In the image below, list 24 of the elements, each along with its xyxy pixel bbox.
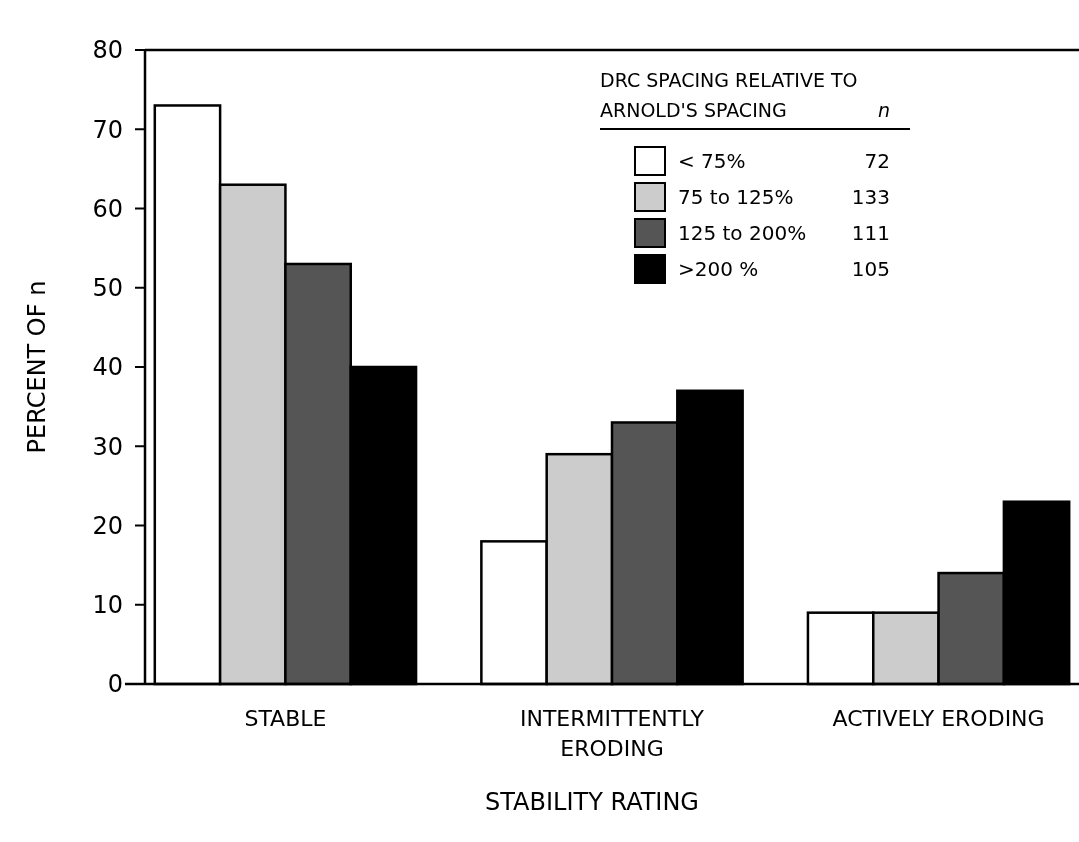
y-tick-label: 10: [92, 591, 123, 620]
legend-label: 125 to 200%: [678, 221, 807, 245]
y-tick-label: 0: [107, 670, 123, 699]
legend-label: < 75%: [678, 149, 746, 173]
annotation: 133: [851, 185, 890, 209]
y-tick-label: 30: [92, 432, 123, 461]
annotation: 72: [864, 149, 890, 173]
y-tick-label: 60: [92, 194, 123, 223]
annotation: 111: [851, 221, 890, 245]
x-axis-title: STABILITY RATING: [485, 788, 699, 816]
y-tick-label: 80: [92, 36, 123, 65]
y-tick-label: 40: [92, 353, 123, 382]
y-tick-label: 70: [92, 115, 123, 144]
y-tick-label: 50: [92, 274, 123, 303]
y-tick-label: 20: [92, 511, 123, 540]
legend-title: DRC SPACING RELATIVE TO ARNOLD'S SPACING: [600, 69, 858, 121]
x-tick-label: ACTIVELY ERODING: [832, 706, 1045, 731]
annotation: n: [877, 99, 890, 121]
annotation: 105: [851, 257, 890, 281]
y-axis-title: PERCENT OF n: [23, 280, 51, 454]
x-tick-label: STABLE: [244, 706, 327, 731]
x-tick-label: INTERMITTENTLY ERODING: [519, 706, 705, 761]
legend-label: 75 to 125%: [678, 185, 794, 209]
legend-label: >200 %: [678, 257, 759, 281]
